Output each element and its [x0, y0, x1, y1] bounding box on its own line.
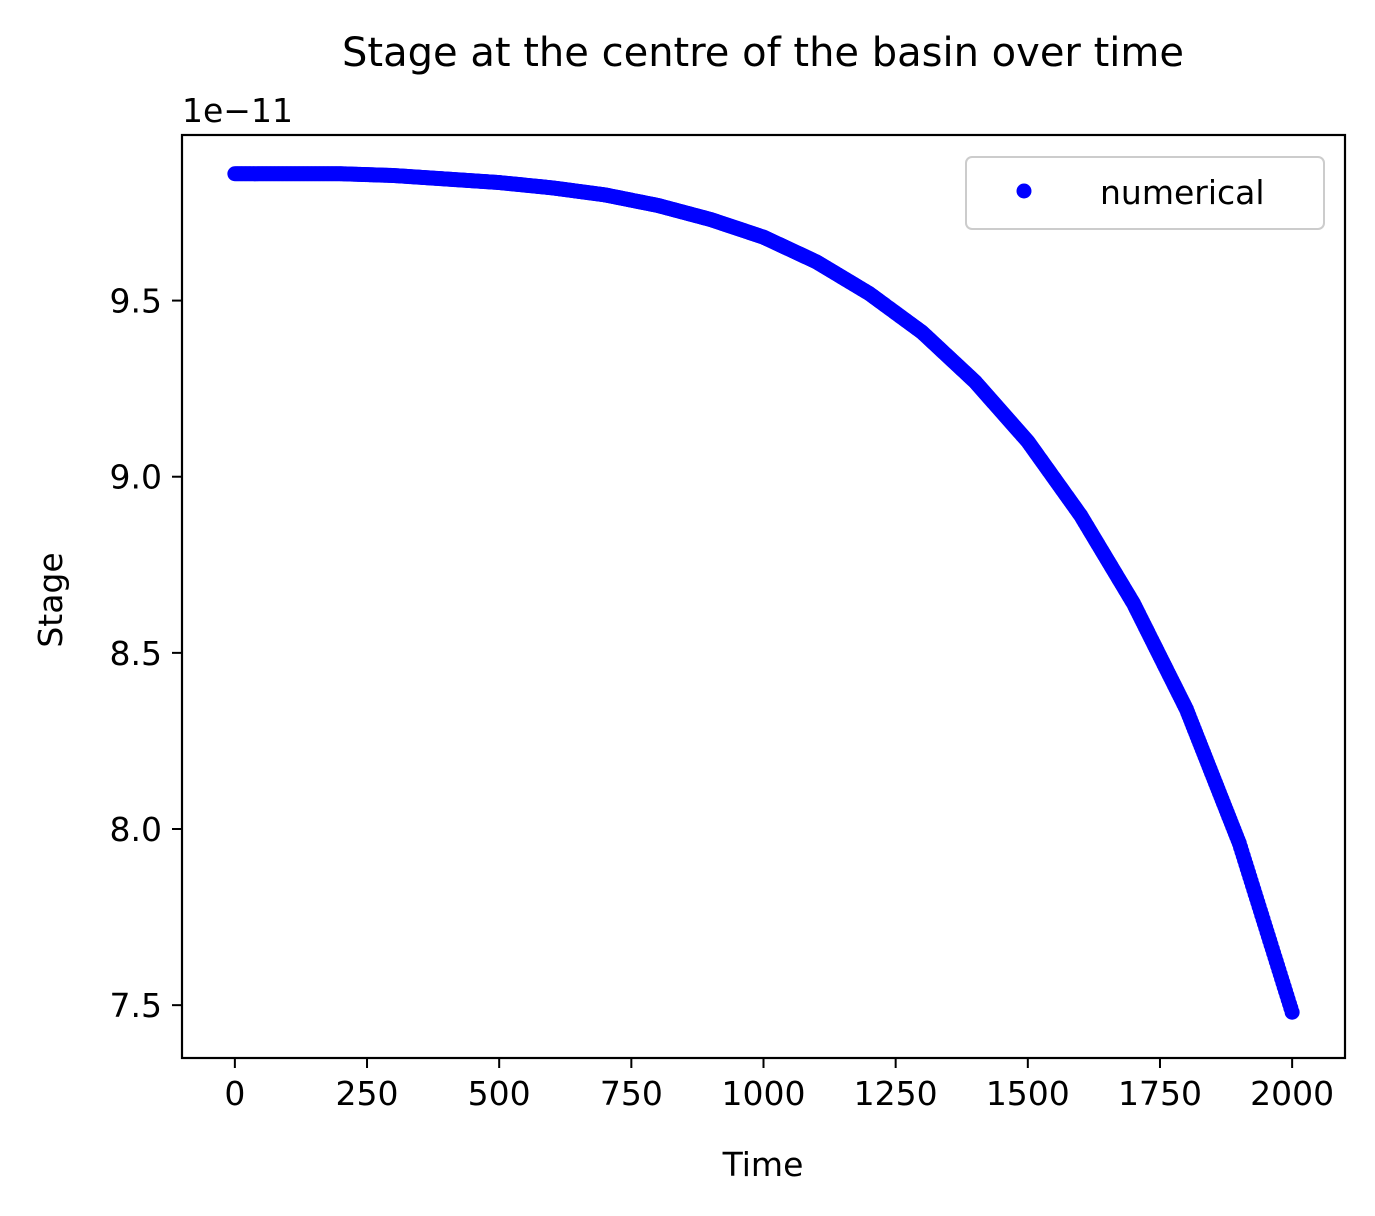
series-numerical	[227, 166, 1300, 1020]
legend-box	[965, 156, 1325, 230]
x-tick-label: 250	[336, 1074, 399, 1113]
x-tick-label: 1750	[1118, 1074, 1202, 1113]
x-tick-label: 0	[224, 1074, 245, 1113]
x-tick-label: 1000	[722, 1074, 806, 1113]
y-tick-label: 8.0	[110, 810, 162, 849]
chart-title: Stage at the centre of the basin over ti…	[342, 30, 1184, 76]
y-axis-label: Stage	[31, 552, 70, 647]
x-tick-label: 500	[468, 1074, 531, 1113]
plot-area	[182, 135, 1345, 1058]
data-point	[1284, 1004, 1300, 1020]
x-tick-label: 1500	[986, 1074, 1070, 1113]
legend-label: numerical	[1100, 173, 1265, 212]
y-tick-label: 9.5	[110, 282, 162, 321]
y-offset-label: 1e−11	[182, 91, 293, 130]
legend: numerical	[965, 156, 1325, 230]
y-tick-label: 7.5	[110, 986, 162, 1025]
x-axis: 0 250 500 750 1000 1250 1500 1750 2000	[224, 1058, 1334, 1113]
y-tick-label: 9.0	[110, 458, 162, 497]
y-axis: 7.5 8.0 8.5 9.0 9.5	[110, 282, 182, 1025]
legend-marker	[1016, 183, 1032, 199]
y-tick-label: 8.5	[110, 634, 162, 673]
x-tick-label: 2000	[1250, 1074, 1334, 1113]
series-layer	[227, 166, 1300, 1020]
x-tick-label: 750	[600, 1074, 663, 1113]
x-tick-label: 1250	[854, 1074, 938, 1113]
x-axis-label: Time	[722, 1145, 804, 1184]
